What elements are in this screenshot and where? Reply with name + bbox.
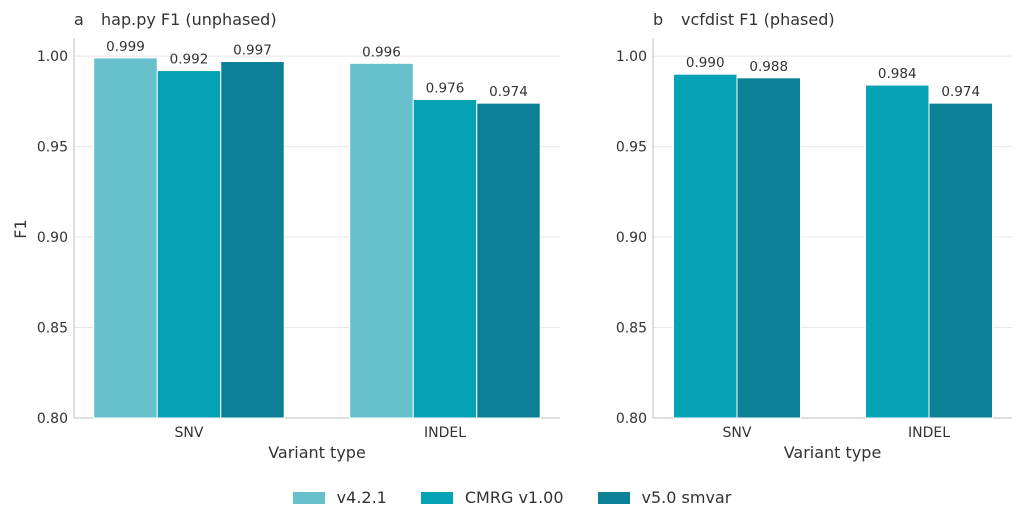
panel-a-data-label: 0.974 — [489, 84, 528, 100]
panel-b-x-axis-label: Variant type — [784, 443, 882, 462]
panel-b-bar — [865, 84, 930, 419]
legend: v4.2.1 CMRG v1.00 v5.0 smvar — [0, 488, 1024, 507]
panel-a-data-label: 0.996 — [362, 44, 401, 60]
panel-a-y-tick-label: 0.80 — [37, 411, 68, 427]
panel-b-bar — [928, 102, 993, 419]
legend-item-v50: v5.0 smvar — [597, 488, 732, 507]
panel-b-data-label: 0.990 — [686, 55, 725, 71]
panel-b-letter: b — [653, 10, 663, 29]
panel-b-x-tick-label: SNV — [723, 425, 752, 441]
panel-a-bar — [349, 62, 414, 419]
panel-a-x-tick-label: SNV — [175, 425, 204, 441]
panel-a-y-tick-label: 0.90 — [37, 230, 68, 246]
panel-b-y-tick-label: 0.80 — [616, 411, 647, 427]
panel-b-y-tick-label: 0.95 — [616, 140, 647, 156]
legend-label-v421: v4.2.1 — [336, 488, 387, 507]
panel-b-x-tick-label: INDEL — [908, 425, 950, 441]
panel-a-y-tick-label: 1.00 — [37, 49, 68, 65]
panel-a-data-label: 0.976 — [426, 81, 465, 97]
panel-a-letter: a — [74, 10, 84, 29]
panel-b-y-tick-label: 1.00 — [616, 49, 647, 65]
legend-swatch-v50 — [597, 491, 630, 504]
legend-label-cmrg: CMRG v1.00 — [464, 488, 564, 507]
panel-a-data-label: 0.997 — [233, 43, 272, 59]
panel-a-x-tick-label: INDEL — [424, 425, 466, 441]
panel-b-bar — [673, 73, 738, 419]
panel-a-bar — [156, 70, 222, 419]
panel-a-bar — [412, 99, 478, 419]
panel-a-y-tick-label: 0.95 — [37, 140, 68, 156]
panel-b-data-label: 0.984 — [878, 66, 917, 82]
panel-a-data-label: 0.999 — [106, 39, 145, 55]
panel-b-data-label: 0.974 — [941, 84, 980, 100]
legend-item-v421: v4.2.1 — [292, 488, 387, 507]
legend-item-cmrg: CMRG v1.00 — [420, 488, 564, 507]
panel-a-title: hap.py F1 (unphased) — [101, 10, 277, 29]
panel-b-data-label: 0.988 — [749, 59, 788, 75]
panel-a-bar — [476, 102, 541, 419]
panel-a-bar — [93, 57, 158, 419]
panel-a-y-tick-label: 0.85 — [37, 321, 68, 337]
panel-a-data-label: 0.992 — [170, 52, 209, 68]
panel-b-y-tick-label: 0.85 — [616, 321, 647, 337]
panel-a-x-axis-label: Variant type — [268, 443, 366, 462]
panel-b-bar — [736, 77, 801, 419]
legend-swatch-v421 — [292, 491, 325, 504]
legend-swatch-cmrg — [420, 491, 453, 504]
panel-a-bar — [220, 61, 285, 419]
legend-label-v50: v5.0 smvar — [641, 488, 732, 507]
panel-a-y-axis-label: F1 — [11, 219, 30, 238]
panel-b-title: vcfdist F1 (phased) — [681, 10, 835, 29]
panel-b-y-tick-label: 0.90 — [616, 230, 647, 246]
